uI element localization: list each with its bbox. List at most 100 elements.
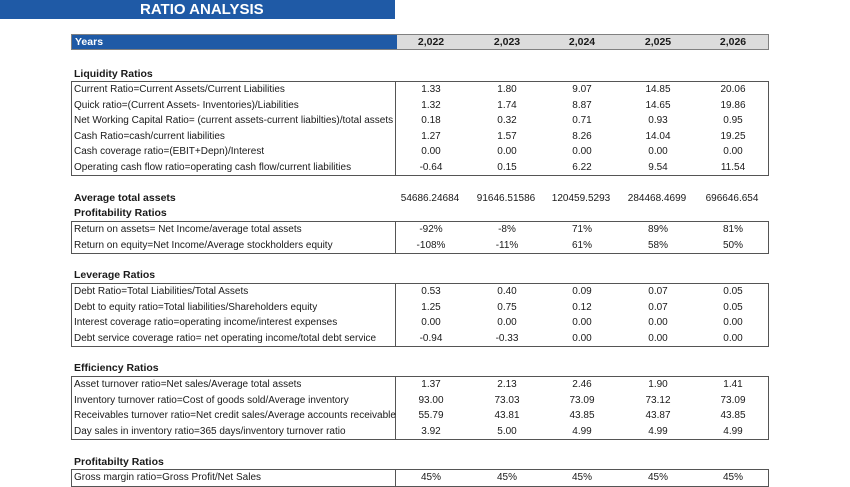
years-header-row: Years 2,022 2,023 2,024 2,025 2,026 bbox=[71, 34, 769, 50]
ratio-value: 14.65 bbox=[645, 99, 671, 111]
ratio-name: Operating cash flow ratio=operating cash… bbox=[74, 161, 352, 173]
ratio-value: 1.33 bbox=[421, 84, 441, 95]
sheet-title: RATIO ANALYSIS bbox=[140, 1, 264, 18]
ratio-value: 2.13 bbox=[497, 379, 517, 390]
sheet-title-banner: RATIO ANALYSIS bbox=[0, 0, 395, 19]
ratio-value: 0.18 bbox=[421, 115, 441, 126]
table-row: Inventory turnover ratio=Cost of goods s… bbox=[72, 393, 768, 409]
ratio-value: -92% bbox=[419, 224, 443, 235]
ratio-value: 0.95 bbox=[723, 115, 743, 126]
ratio-value: 50% bbox=[722, 239, 743, 251]
ratio-value: 1.80 bbox=[497, 84, 517, 95]
ratio-value: 1.90 bbox=[648, 379, 668, 390]
ratio-value: 4.99 bbox=[572, 425, 592, 437]
ratio-name: Return on equity=Net Income/Average stoc… bbox=[74, 239, 333, 251]
ratio-name: Debt Ratio=Total Liabilities/Total Asset… bbox=[74, 286, 249, 297]
ratio-name: Net Working Capital Ratio= (current asse… bbox=[74, 115, 394, 126]
average-assets-label: Average total assets bbox=[74, 192, 176, 204]
ratio-value: 1.74 bbox=[497, 99, 517, 111]
ratio-value: 0.75 bbox=[497, 301, 517, 313]
ratio-value: 45% bbox=[722, 472, 743, 483]
ratio-name: Asset turnover ratio=Net sales/Average t… bbox=[74, 379, 302, 390]
table-row: Return on equity=Net Income/Average stoc… bbox=[72, 238, 768, 254]
ratio-value: -0.33 bbox=[495, 332, 519, 344]
gross-margin-title: Profitabilty Ratios bbox=[74, 456, 164, 468]
ratio-value: 1.37 bbox=[421, 379, 441, 390]
ratio-value: 0.07 bbox=[648, 301, 668, 313]
ratio-value: 0.05 bbox=[723, 301, 743, 313]
gross-margin-table: Gross margin ratio=Gross Profit/Net Sale… bbox=[71, 469, 769, 487]
ratio-value: 6.22 bbox=[572, 161, 592, 173]
table-row: Day sales in inventory ratio=365 days/in… bbox=[72, 424, 768, 440]
ratio-value: 45% bbox=[647, 472, 668, 483]
ratio-value: 0.07 bbox=[648, 286, 668, 297]
ratio-value: 1.27 bbox=[421, 130, 441, 142]
ratio-value: 1.57 bbox=[497, 130, 517, 142]
table-row: Debt Ratio=Total Liabilities/Total Asset… bbox=[72, 284, 768, 300]
ratio-value: 4.99 bbox=[648, 425, 668, 437]
ratio-value: 0.00 bbox=[572, 317, 592, 328]
ratio-value: 0.15 bbox=[497, 161, 517, 173]
table-row: Gross margin ratio=Gross Profit/Net Sale… bbox=[72, 470, 768, 486]
ratio-value: 61% bbox=[571, 239, 592, 251]
column-divider bbox=[395, 284, 396, 346]
ratio-value: 0.05 bbox=[723, 286, 743, 297]
efficiency-title: Efficiency Ratios bbox=[74, 362, 159, 374]
liquidity-title: Liquidity Ratios bbox=[74, 68, 153, 80]
table-row: Receivables turnover ratio=Net credit sa… bbox=[72, 408, 768, 424]
ratio-value: -0.94 bbox=[419, 332, 443, 344]
ratio-value: 45% bbox=[571, 472, 592, 483]
year-2022: 2,022 bbox=[417, 36, 445, 48]
ratio-value: 8.87 bbox=[572, 99, 592, 111]
ratio-value: 19.86 bbox=[720, 99, 746, 111]
ratio-name: Current Ratio=Current Assets/Current Lia… bbox=[74, 84, 285, 95]
ratio-value: 58% bbox=[647, 239, 668, 251]
ratio-name: Receivables turnover ratio=Net credit sa… bbox=[74, 410, 396, 421]
ratio-name: Inventory turnover ratio=Cost of goods s… bbox=[74, 394, 349, 406]
ratio-value: -8% bbox=[498, 224, 516, 235]
leverage-table: Debt Ratio=Total Liabilities/Total Asset… bbox=[71, 283, 769, 347]
ratio-value: 93.00 bbox=[418, 394, 444, 406]
ratio-value: 0.00 bbox=[421, 146, 441, 157]
table-row: Cash coverage ratio=(EBIT+Depn)/Interest… bbox=[72, 144, 768, 160]
ratio-name: Return on assets= Net Income/average tot… bbox=[74, 224, 302, 235]
ratio-value: 0.09 bbox=[572, 286, 592, 297]
ratio-value: 1.32 bbox=[421, 99, 441, 111]
ratio-value: 45% bbox=[420, 472, 441, 483]
table-row: Interest coverage ratio=operating income… bbox=[72, 315, 768, 331]
ratio-value: 0.00 bbox=[497, 146, 517, 157]
ratio-value: 8.26 bbox=[572, 130, 592, 142]
ratio-value: 19.25 bbox=[720, 130, 746, 142]
ratio-value: 3.92 bbox=[421, 425, 441, 437]
leverage-title: Leverage Ratios bbox=[74, 269, 156, 281]
ratio-value: 43.81 bbox=[494, 410, 520, 421]
ratio-name: Cash coverage ratio=(EBIT+Depn)/Interest bbox=[74, 146, 265, 157]
year-2025: 2,025 bbox=[644, 36, 672, 48]
ratio-value: 73.09 bbox=[569, 394, 595, 406]
ratio-value: 14.85 bbox=[645, 84, 671, 95]
ratio-value: 0.00 bbox=[723, 332, 743, 344]
table-row: Cash Ratio=cash/current liabilities 1.27 1… bbox=[72, 129, 768, 145]
average-assets-2023: 91646.51586 bbox=[476, 193, 536, 204]
ratio-value: 14.04 bbox=[645, 130, 671, 142]
profitability-table: Return on assets= Net Income/average tot… bbox=[71, 221, 769, 254]
ratio-value: 2.46 bbox=[572, 379, 592, 390]
ratio-value: 0.00 bbox=[572, 146, 592, 157]
table-row: Quick ratio=(Current Assets- Inventories… bbox=[72, 98, 768, 114]
ratio-value: 81% bbox=[722, 224, 743, 235]
ratio-value: 73.03 bbox=[494, 394, 520, 406]
ratio-value: 0.00 bbox=[421, 317, 441, 328]
ratio-name: Debt to equity ratio=Total liabilities/S… bbox=[74, 301, 318, 313]
ratio-value: 20.06 bbox=[720, 84, 746, 95]
liquidity-table: Current Ratio=Current Assets/Current Lia… bbox=[71, 81, 769, 176]
ratio-value: 0.53 bbox=[421, 286, 441, 297]
average-assets-2026: 696646.654 bbox=[705, 193, 759, 204]
column-divider bbox=[395, 222, 396, 253]
ratio-value: 71% bbox=[571, 224, 592, 235]
profitability-title: Profitability Ratios bbox=[74, 207, 167, 219]
ratio-value: 0.00 bbox=[648, 317, 668, 328]
ratio-value: 0.00 bbox=[572, 332, 592, 344]
ratio-value: 0.93 bbox=[648, 115, 668, 126]
year-2026: 2,026 bbox=[719, 36, 747, 48]
ratio-value: 45% bbox=[496, 472, 517, 483]
